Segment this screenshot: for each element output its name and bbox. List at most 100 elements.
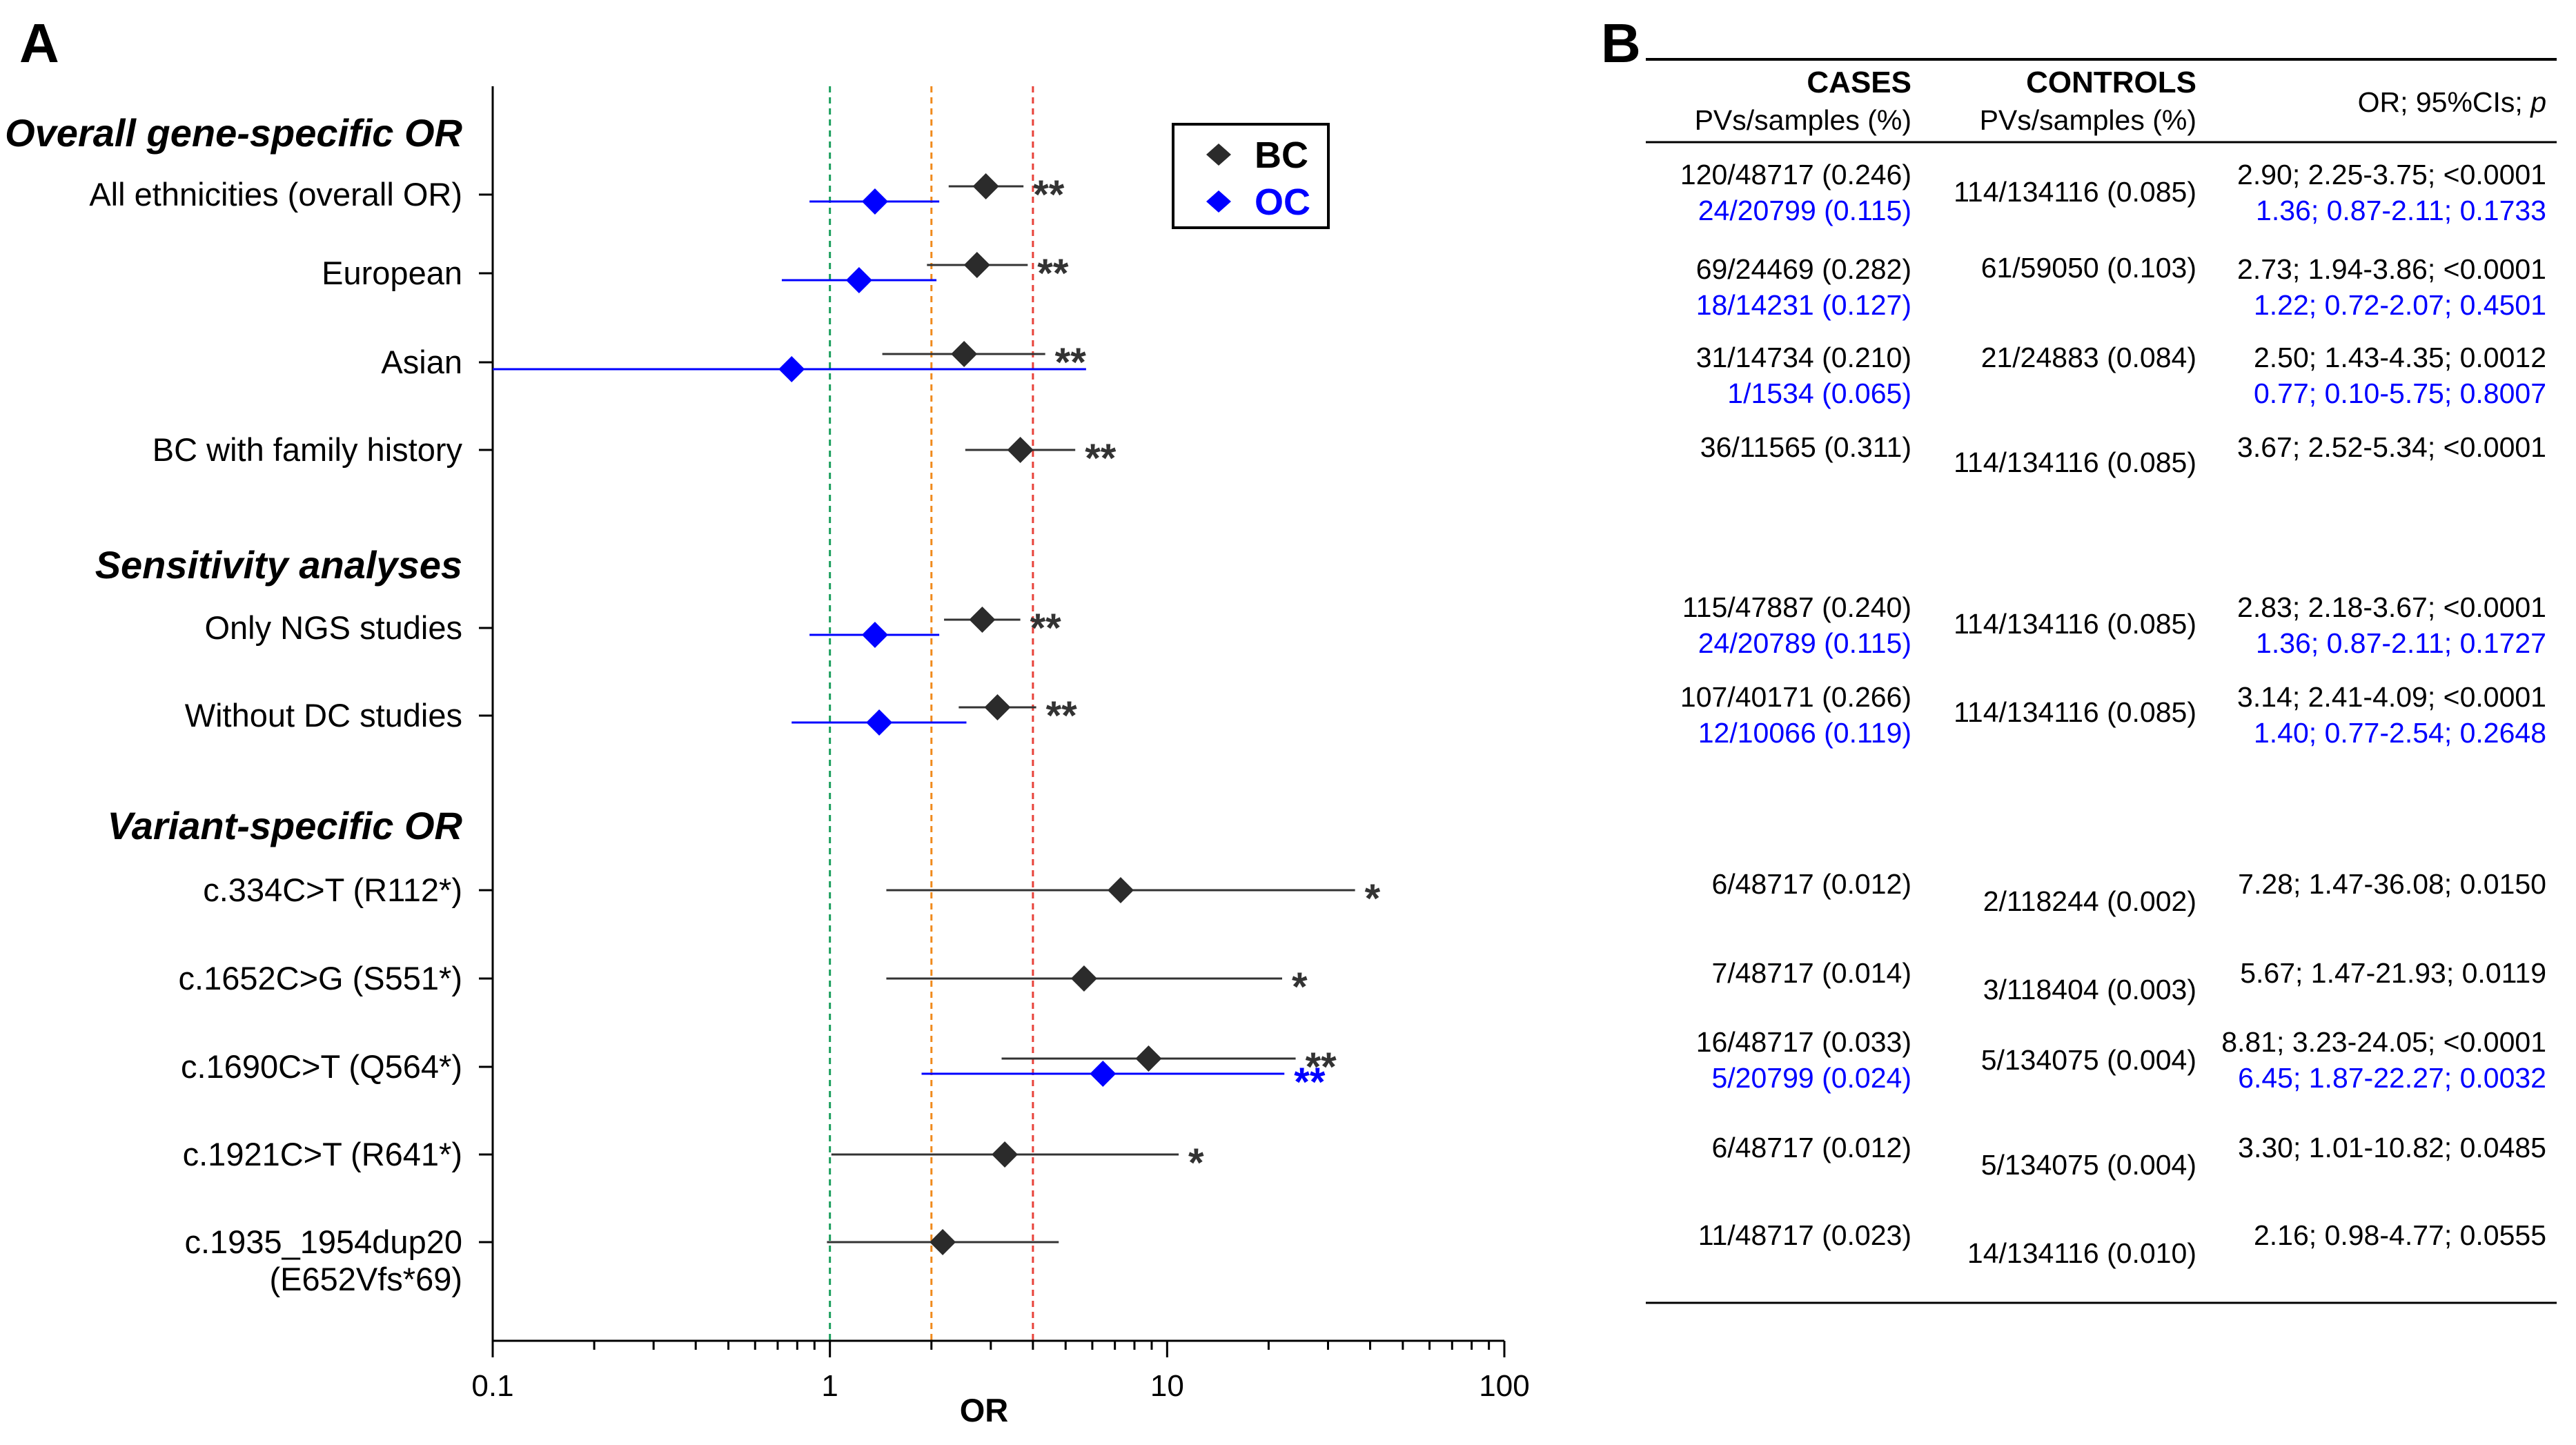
controls-3: 114/134116 (0.085): [1954, 446, 2196, 478]
or-bc-6: 7.28; 1.47-36.08; 0.0150: [2238, 868, 2546, 900]
section-title-overall: Overall gene-specific OR: [5, 111, 462, 155]
bc-point-3: [1007, 437, 1034, 463]
oc-point-8: [1090, 1061, 1117, 1087]
or-bc-5: 3.14; 2.41-4.09; <0.0001: [2237, 681, 2546, 713]
row-label-5: Without DC studies: [185, 697, 462, 734]
cases-header: CASES: [1807, 66, 1911, 99]
bc-point-7: [1070, 965, 1097, 992]
row-label-3: BC with family history: [153, 431, 463, 468]
cases-bc-0: 120/48717 (0.246): [1680, 159, 1911, 190]
x-axis-tick-labels: 0.1 1 10 100: [471, 1369, 1529, 1403]
bc-point-6: [1107, 877, 1134, 903]
p-header: p: [2529, 86, 2546, 118]
cases-bc-8: 16/48717 (0.033): [1696, 1026, 1911, 1058]
bc-significance-0: **: [1033, 173, 1065, 217]
legend-oc-label: OC: [1255, 181, 1310, 223]
row-label-8: c.1690C>T (Q564*): [181, 1048, 462, 1085]
bc-point-0: [972, 173, 999, 199]
row-label-9: c.1921C>T (R641*): [183, 1136, 462, 1172]
section-title-variant: Variant-specific OR: [107, 804, 462, 847]
cases-oc-0: 24/20799 (0.115): [1698, 195, 1911, 226]
controls-6: 2/118244 (0.002): [1983, 885, 2196, 917]
bc-significance-4: **: [1030, 606, 1062, 651]
bc-significance-2: **: [1055, 340, 1087, 385]
legend: BC OC: [1172, 123, 1330, 229]
or-bc-4: 2.83; 2.18-3.67; <0.0001: [2237, 591, 2546, 623]
or-oc-8: 6.45; 1.87-22.27; 0.0032: [2238, 1062, 2546, 1094]
bc-significance-5: **: [1046, 694, 1078, 738]
x-axis-ticks: [491, 1341, 1506, 1357]
controls-7: 3/118404 (0.003): [1983, 974, 2196, 1005]
controls-8: 5/134075 (0.004): [1981, 1044, 2196, 1076]
row-labels: All ethnicities (overall OR) European Asia…: [89, 176, 493, 1297]
bc-significance-7: *: [1292, 965, 1308, 1010]
cases-bc-7: 7/48717 (0.014): [1711, 957, 1911, 989]
or-ci-p-header: OR; 95%CIs; p: [2358, 86, 2546, 118]
row-label-7: c.1652C>G (S551*): [179, 960, 462, 996]
cases-oc-8: 5/20799 (0.024): [1711, 1062, 1911, 1094]
bc-point-5: [984, 694, 1011, 720]
bc-point-8: [1135, 1045, 1162, 1072]
legend-box: [1172, 123, 1330, 229]
x-tick-label-0: 0.1: [471, 1369, 513, 1403]
controls-9: 5/134075 (0.004): [1981, 1149, 2196, 1181]
bc-point-2: [951, 341, 978, 367]
or-oc-1: 1.22; 0.72-2.07; 0.4501: [2254, 289, 2546, 321]
row-label-6: c.334C>T (R112*): [203, 872, 462, 908]
bc-significance-8: **: [1306, 1045, 1337, 1090]
bc-point-9: [992, 1141, 1019, 1168]
controls-1: 61/59050 (0.103): [1981, 252, 2196, 284]
or-bc-0: 2.90; 2.25-3.75; <0.0001: [2237, 159, 2546, 190]
controls-4: 114/134116 (0.085): [1954, 608, 2196, 640]
panel-a-letter: A: [19, 12, 59, 74]
cases-bc-2: 31/14734 (0.210): [1696, 342, 1911, 373]
bc-significance-3: **: [1085, 436, 1117, 481]
bc-point-4: [969, 607, 996, 633]
or-bc-1: 2.73; 1.94-3.86; <0.0001: [2237, 253, 2546, 285]
row-label-2: Asian: [381, 344, 462, 380]
cases-bc-4: 115/47887 (0.240): [1682, 591, 1911, 623]
or-oc-0: 1.36; 0.87-2.11; 0.1733: [2256, 195, 2546, 226]
data-marks: *******************: [493, 173, 1381, 1255]
cases-bc-10: 11/48717 (0.023): [1698, 1219, 1911, 1251]
legend-bc-marker: [1206, 144, 1231, 166]
x-tick-label-2: 10: [1150, 1369, 1184, 1403]
oc-significance-8: **: [1294, 1060, 1326, 1105]
oc-point-1: [845, 267, 872, 293]
controls-header: CONTROLS: [2026, 66, 2196, 99]
bc-significance-1: **: [1037, 251, 1069, 296]
row-label-4: Only NGS studies: [204, 609, 462, 646]
bc-point-1: [963, 252, 990, 278]
bc-significance-9: *: [1188, 1141, 1204, 1186]
cases-subheader: PVs/samples (%): [1695, 104, 1911, 136]
oc-point-5: [866, 709, 893, 736]
controls-10: 14/134116 (0.010): [1967, 1237, 2196, 1269]
cases-oc-5: 12/10066 (0.119): [1698, 717, 1911, 749]
x-tick-label-1: 1: [821, 1369, 838, 1403]
cases-oc-4: 24/20789 (0.115): [1698, 627, 1911, 659]
cases-bc-6: 6/48717 (0.012): [1711, 868, 1911, 900]
controls-0: 114/134116 (0.085): [1954, 176, 2196, 208]
row-label-1: European: [322, 255, 462, 291]
controls-2: 21/24883 (0.084): [1981, 342, 2196, 373]
or-bc-3: 3.67; 2.52-5.34; <0.0001: [2237, 431, 2546, 463]
panel-b-letter: B: [1601, 12, 1641, 74]
controls-subheader: PVs/samples (%): [1980, 104, 2196, 136]
bc-significance-6: *: [1365, 876, 1381, 921]
table-panel-b: CASES PVs/samples (%) CONTROLS PVs/sampl…: [1646, 58, 2557, 1304]
oc-point-2: [778, 356, 805, 382]
oc-point-4: [861, 622, 888, 648]
or-oc-5: 1.40; 0.77-2.54; 0.2648: [2254, 717, 2546, 749]
cases-bc-1: 69/24469 (0.282): [1696, 253, 1911, 285]
table-rows: 120/48717 (0.246) 114/134116 (0.085) 2.90;…: [1680, 159, 2546, 1269]
cases-bc-3: 36/11565 (0.311): [1700, 431, 1911, 463]
bc-point-10: [930, 1229, 956, 1255]
row-label-0: All ethnicities (overall OR): [89, 176, 462, 213]
or-oc-2: 0.77; 0.10-5.75; 0.8007: [2254, 377, 2546, 409]
cases-oc-1: 18/14231 (0.127): [1696, 289, 1911, 321]
cases-oc-2: 1/1534 (0.065): [1727, 377, 1911, 409]
cases-bc-9: 6/48717 (0.012): [1711, 1132, 1911, 1163]
section-title-sensitivity: Sensitivity analyses: [95, 543, 462, 587]
or-bc-7: 5.67; 1.47-21.93; 0.0119: [2240, 957, 2546, 989]
or-ci-header-prefix: OR; 95%CIs;: [2358, 86, 2531, 118]
